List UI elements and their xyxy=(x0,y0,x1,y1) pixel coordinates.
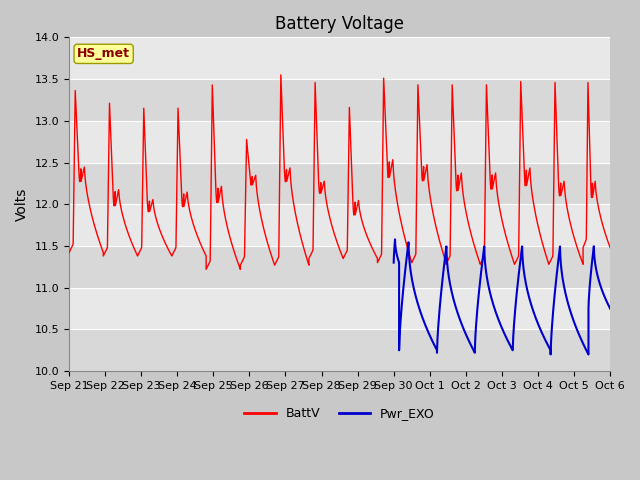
Bar xyxy=(69,37,610,79)
Legend: BattV, Pwr_EXO: BattV, Pwr_EXO xyxy=(239,402,440,425)
Y-axis label: Volts: Volts xyxy=(15,188,29,221)
Bar xyxy=(69,79,610,121)
Pwr_EXO xyxy=(575,331,582,336)
BattV xyxy=(497,212,505,218)
BattV xyxy=(602,231,609,237)
Bar xyxy=(69,246,610,288)
Text: HS_met: HS_met xyxy=(77,48,130,60)
Line: Pwr_EXO: Pwr_EXO xyxy=(394,240,610,354)
Bar xyxy=(69,204,610,246)
Bar xyxy=(69,163,610,204)
Bar xyxy=(69,288,610,329)
Bar xyxy=(69,329,610,371)
Pwr_EXO xyxy=(391,237,399,242)
BattV xyxy=(65,250,73,255)
Bar xyxy=(69,121,610,163)
Pwr_EXO xyxy=(524,291,532,297)
Pwr_EXO xyxy=(390,260,397,265)
BattV xyxy=(606,245,614,251)
Pwr_EXO xyxy=(606,306,614,312)
BattV xyxy=(277,72,285,78)
Title: Battery Voltage: Battery Voltage xyxy=(275,15,404,33)
Pwr_EXO xyxy=(588,263,595,268)
BattV xyxy=(202,266,210,272)
Pwr_EXO xyxy=(394,258,402,264)
Line: BattV: BattV xyxy=(69,75,610,269)
BattV xyxy=(413,107,421,113)
BattV xyxy=(462,209,470,215)
Pwr_EXO xyxy=(547,351,554,357)
Pwr_EXO xyxy=(405,256,413,262)
BattV xyxy=(530,202,538,208)
BattV xyxy=(177,186,185,192)
Pwr_EXO xyxy=(538,328,545,334)
